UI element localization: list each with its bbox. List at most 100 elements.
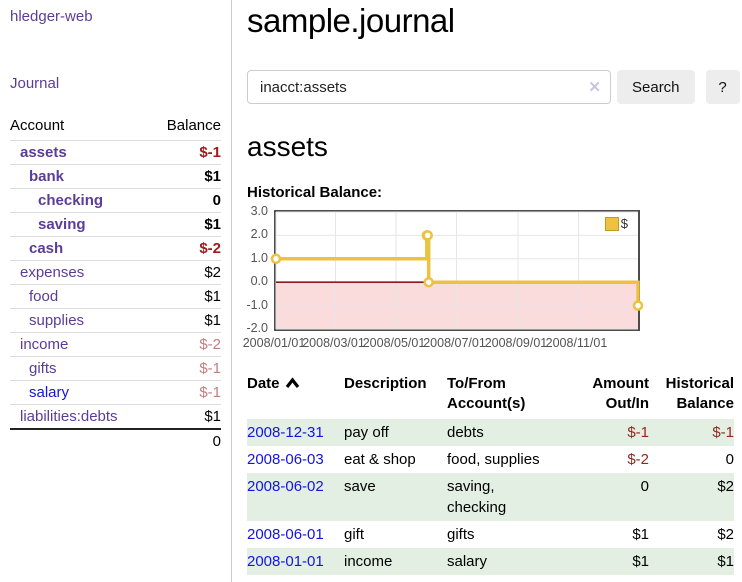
account-link[interactable]: gifts	[29, 360, 57, 377]
transaction-balance: $1	[717, 553, 734, 570]
help-button[interactable]: ?	[705, 70, 740, 104]
account-balance: $2	[150, 260, 221, 285]
clear-search-icon[interactable]: ✕	[588, 79, 601, 96]
transaction-date-cell: 2008-01-01	[247, 548, 344, 575]
transaction-date-cell: 2008-06-01	[247, 521, 344, 548]
transaction-description: eat & shop	[344, 451, 416, 468]
account-name-cell: liabilities:debts	[10, 404, 151, 429]
x-axis-tick-label: 2008/07/01	[423, 336, 486, 350]
transaction-description: gift	[344, 526, 365, 543]
description-column-header: Description	[344, 375, 427, 392]
account-row: gifts $-1	[10, 356, 221, 381]
account-row: assets $-1	[10, 140, 221, 165]
accounts-table: Account Balance assets $-1 bank $1 checking 0…	[10, 113, 221, 453]
transaction-date-link[interactable]: 2008-01-01	[247, 553, 324, 570]
accounts-total-row: 0	[10, 428, 221, 453]
page-title: sample.journal	[247, 2, 455, 39]
transaction-amount: $1	[632, 553, 649, 570]
transaction-balance: $-1	[712, 424, 734, 441]
account-row: expenses $2	[10, 260, 221, 285]
account-balance: $-1	[150, 356, 221, 381]
transaction-balance: $2	[717, 526, 734, 543]
data-point-marker	[422, 230, 433, 241]
y-axis-tick-label: -1.0	[246, 297, 268, 312]
legend-swatch	[604, 216, 619, 231]
account-link[interactable]: income	[20, 336, 69, 353]
account-name-cell: assets	[10, 140, 151, 165]
x-axis-tick-label: 2008/05/01	[362, 336, 426, 350]
account-balance: $1	[150, 308, 221, 333]
date-column-header: Date	[247, 372, 344, 419]
transaction-amount: $-1	[627, 424, 649, 441]
app-title-link[interactable]: hledger-web	[10, 8, 93, 25]
y-axis-tick-label: 0.0	[250, 274, 268, 289]
transaction-row: 2008-12-31 pay off debts $-1 $-1	[247, 419, 734, 446]
transaction-balance: $2	[717, 478, 734, 495]
account-link[interactable]: bank	[29, 168, 65, 185]
account-balance: $1	[150, 284, 221, 309]
account-name-cell: food	[10, 284, 151, 309]
account-name-cell: supplies	[10, 308, 151, 333]
data-point-marker	[423, 276, 434, 288]
account-link[interactable]: liabilities:debts	[20, 408, 118, 425]
transaction-date-cell: 2008-12-31	[247, 419, 344, 446]
account-name-cell: saving	[10, 212, 151, 237]
account-row: cash $-2	[10, 236, 221, 261]
transaction-amount: 0	[640, 478, 649, 495]
sort-up-icon	[285, 377, 299, 388]
account-link[interactable]: supplies	[29, 312, 85, 329]
search-button[interactable]: Search	[617, 70, 695, 104]
account-row: salary $-1	[10, 380, 221, 405]
y-axis-tick-label: 3.0	[250, 204, 268, 218]
account-row: income $-2	[10, 332, 221, 357]
account-name-cell: salary	[10, 380, 151, 405]
app-title: hledger-web	[10, 8, 221, 26]
data-point-marker	[632, 300, 644, 311]
transaction-date-cell: 2008-06-03	[247, 446, 344, 473]
transaction-date-link[interactable]: 2008-06-03	[247, 451, 324, 468]
y-axis-tick-label: 2.0	[250, 227, 268, 242]
search-box: ✕	[247, 70, 611, 104]
transaction-accounts: food, supplies	[447, 451, 540, 468]
account-link[interactable]: checking	[38, 192, 104, 209]
transaction-date-link[interactable]: 2008-06-02	[247, 478, 324, 495]
sidebar-item-journal[interactable]: Journal	[10, 75, 221, 93]
balance-column-header: Historical Balance	[665, 375, 734, 412]
account-name-cell: income	[10, 332, 151, 357]
account-heading: assets	[247, 131, 328, 162]
account-link[interactable]: saving	[38, 216, 86, 233]
account-link[interactable]: food	[29, 288, 59, 305]
transaction-description: pay off	[344, 424, 389, 441]
account-balance: $1	[150, 212, 221, 237]
historical-balance-chart: $ 3.0 2.0 1.0 0.0 -1.0 -2.0 2008/01/01 2008/03/…	[243, 204, 734, 350]
y-axis-tick-label: 1.0	[250, 250, 268, 265]
transactions-table: Date Description To/From Account(s) Amou…	[247, 372, 734, 575]
account-link[interactable]: cash	[29, 240, 64, 257]
balance-column-header: Balance	[166, 117, 221, 134]
account-link[interactable]: expenses	[20, 264, 85, 281]
account-row: saving $1	[10, 212, 221, 237]
chart-canvas	[270, 211, 644, 330]
transaction-row: 2008-06-03 eat & shop food, supplies $-2 0	[247, 446, 734, 473]
transaction-date-link[interactable]: 2008-06-01	[247, 526, 324, 543]
account-row: liabilities:debts $1	[10, 404, 221, 429]
transaction-accounts: salary	[447, 553, 488, 570]
transaction-accounts: debts	[447, 424, 484, 441]
accounts-table-header: Account Balance	[10, 113, 221, 141]
account-column-header: Account	[10, 117, 65, 134]
account-balance: $-1	[150, 380, 221, 405]
search-input[interactable]	[247, 70, 611, 104]
date-header-label: Date	[247, 375, 280, 392]
account-link[interactable]: assets	[20, 144, 67, 161]
transaction-balance: 0	[725, 451, 734, 468]
sidebar: hledger-web Journal Account Balance asse…	[0, 0, 232, 582]
chart-title: Historical Balance:	[247, 184, 383, 201]
transaction-date-link[interactable]: 2008-12-31	[247, 424, 324, 441]
x-axis-tick-label: 2008/11/01	[545, 336, 608, 350]
journal-link[interactable]: Journal	[10, 75, 60, 92]
account-balance: 0	[150, 188, 221, 213]
account-link[interactable]: salary	[29, 384, 70, 401]
chart-legend: $	[604, 216, 628, 231]
accounts-total-value: 0	[150, 428, 221, 453]
